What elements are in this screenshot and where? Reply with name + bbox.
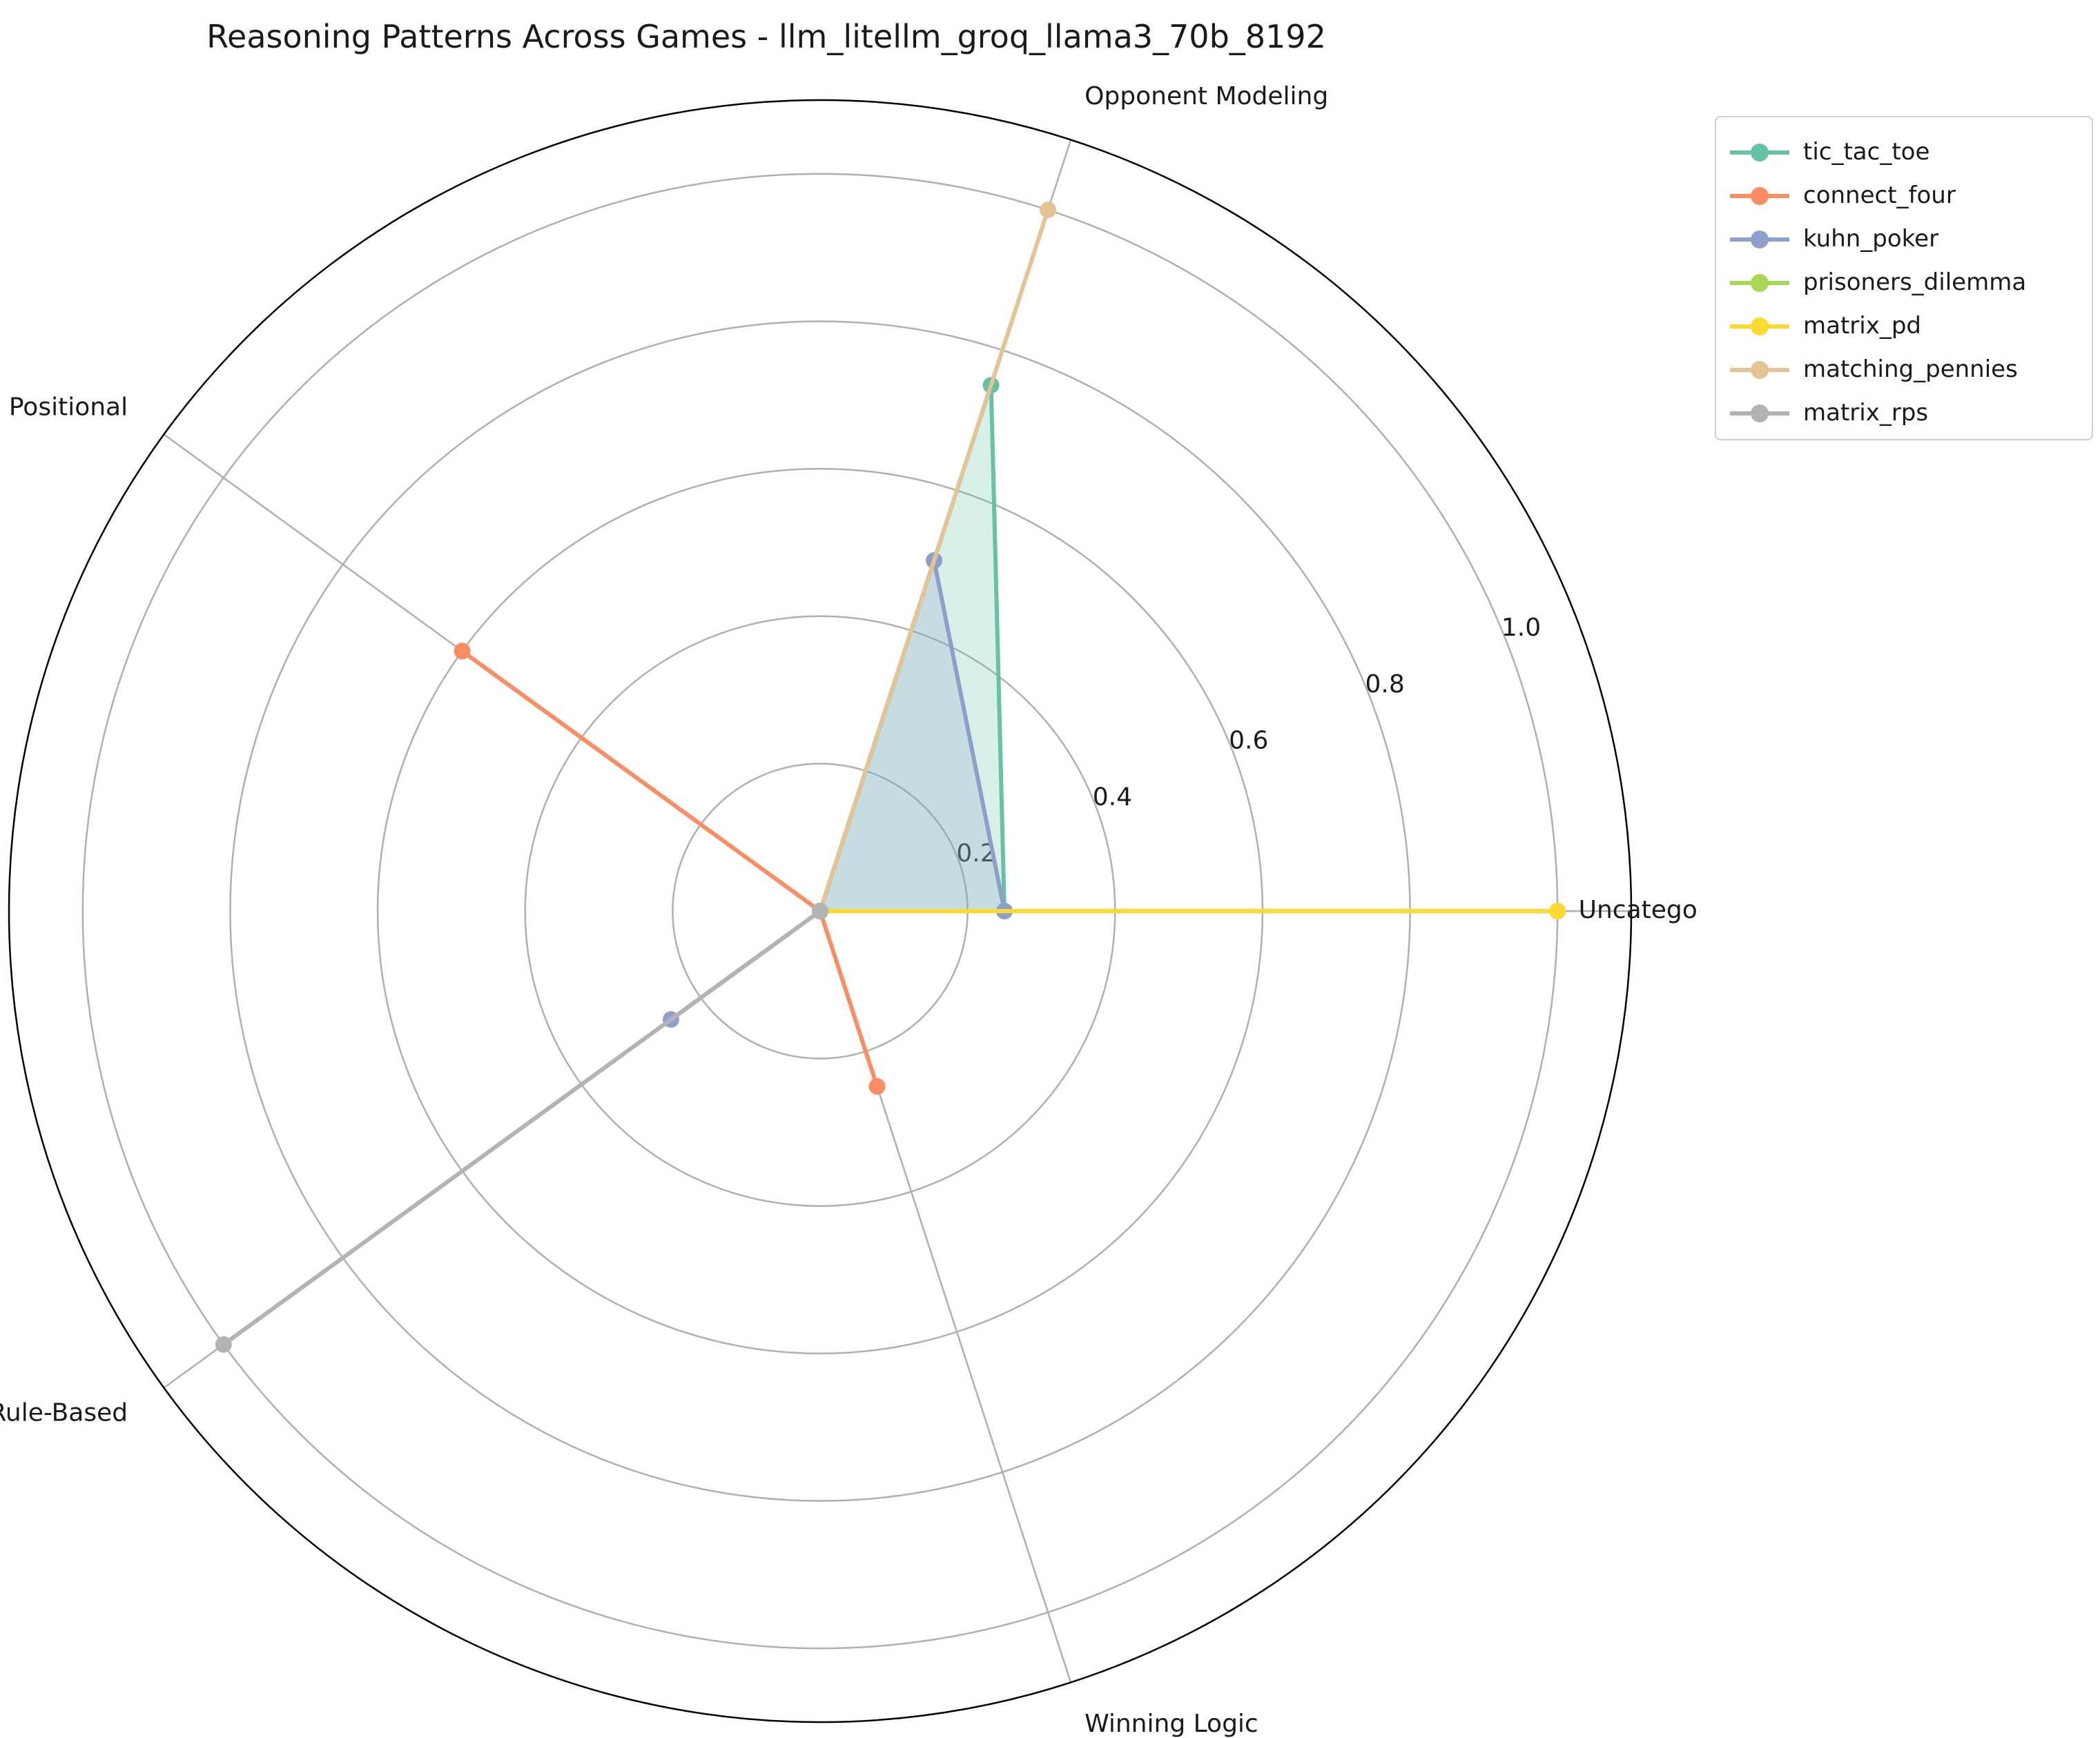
radial-tick-label: 1.0 xyxy=(1501,614,1541,642)
series-layer xyxy=(215,202,1566,1353)
data-point xyxy=(868,1077,886,1095)
data-point xyxy=(1549,903,1566,919)
legend-label: matrix_rps xyxy=(1803,399,1929,427)
radar-chart: Uncategorized Opponent Modeling Positional… xyxy=(0,82,1698,1738)
radial-tick-label: 0.4 xyxy=(1093,783,1132,811)
legend-label: matrix_pd xyxy=(1803,312,1921,340)
data-point xyxy=(812,903,828,919)
data-point xyxy=(454,643,471,660)
legend-marker-swatch xyxy=(1751,187,1769,205)
legend-item-matrix_rps: matrix_rps xyxy=(1716,393,2092,432)
legend-item-prisoners_dilemma: prisoners_dilemma xyxy=(1716,263,2092,302)
axis-label: Opponent Modeling xyxy=(1085,82,1328,110)
legend-item-tic_tac_toe: tic_tac_toe xyxy=(1716,133,2092,171)
data-point xyxy=(215,1336,232,1353)
legend-marker-swatch xyxy=(1751,361,1769,379)
axis-label: Rule-Based xyxy=(0,1399,128,1427)
chart-title: Reasoning Patterns Across Games - llm_li… xyxy=(206,18,1326,55)
legend-marker-swatch xyxy=(1751,404,1769,422)
series-fill xyxy=(671,560,1004,1019)
axis-label: Winning Logic xyxy=(1085,1710,1258,1738)
series-matrix_rps xyxy=(215,903,828,1353)
legend-item-kuhn_poker: kuhn_poker xyxy=(1716,219,2092,258)
legend-item-connect_four: connect_four xyxy=(1716,176,2092,215)
legend-label: tic_tac_toe xyxy=(1803,138,1930,166)
radial-tick-label: 0.8 xyxy=(1365,670,1404,699)
legend-marker-swatch xyxy=(1751,231,1769,248)
outer-frame xyxy=(8,99,1633,1724)
legend-label: connect_four xyxy=(1803,182,1956,209)
series-line xyxy=(221,909,822,1347)
radial-tick-label: 0.6 xyxy=(1229,727,1268,755)
data-point xyxy=(1040,202,1057,219)
legend-label: prisoners_dilemma xyxy=(1803,268,2027,296)
legend-label: kuhn_poker xyxy=(1803,225,1939,253)
legend-item-matrix_pd: matrix_pd xyxy=(1716,306,2092,345)
legend-label: matching_pennies xyxy=(1803,355,2018,383)
legend-marker-swatch xyxy=(1751,144,1769,162)
axis-labels: Uncategorized Opponent Modeling Positional… xyxy=(0,82,1698,1738)
axis-label: Uncategorized xyxy=(1579,896,1698,924)
axis-label: Positional xyxy=(9,393,128,421)
legend-marker-swatch xyxy=(1751,318,1769,335)
radial-tick-labels: 0.20.40.60.81.0 xyxy=(956,614,1541,868)
series-fill xyxy=(820,385,1004,911)
legend-marker-swatch xyxy=(1751,274,1769,292)
legend-item-matching_pennies: matching_pennies xyxy=(1716,350,2092,389)
